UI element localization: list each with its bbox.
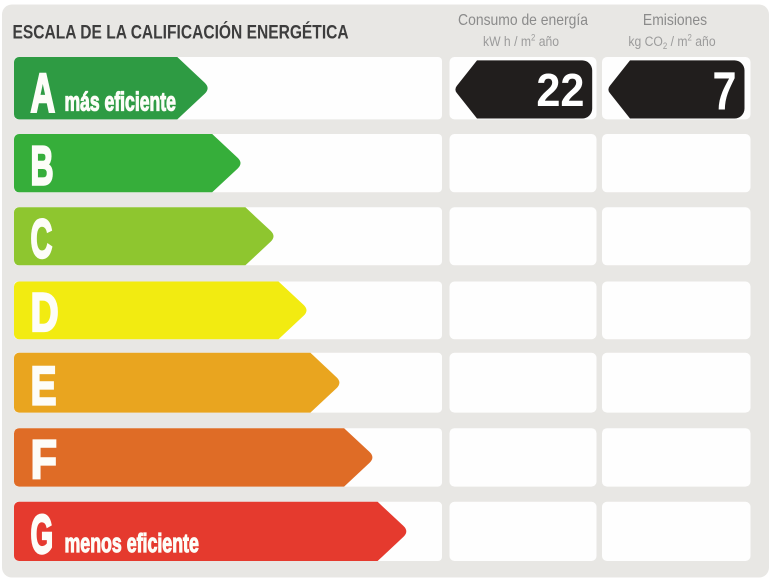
- svg-text:C: C: [31, 209, 53, 270]
- svg-text:menos eficiente: menos eficiente: [65, 529, 199, 558]
- svg-text:E: E: [31, 356, 57, 417]
- svg-text:A: A: [31, 62, 56, 123]
- svg-text:B: B: [31, 134, 54, 196]
- svg-text:G: G: [31, 504, 54, 565]
- svg-text:D: D: [31, 283, 59, 344]
- svg-text:ESCALA DE LA CALIFICACIÓN ENER: ESCALA DE LA CALIFICACIÓN ENERGÉTICA: [13, 21, 350, 43]
- svg-text:kW h / m2 año: kW h / m2 año: [483, 32, 559, 49]
- svg-text:22: 22: [536, 66, 584, 116]
- svg-text:F: F: [31, 429, 58, 491]
- svg-text:más eficiente: más eficiente: [65, 87, 176, 116]
- svg-text:Consumo de energía: Consumo de energía: [458, 11, 589, 29]
- svg-text:kg CO2 / m2 año: kg CO2 / m2 año: [628, 32, 715, 51]
- svg-text:7: 7: [712, 62, 736, 122]
- svg-text:Emisiones: Emisiones: [643, 11, 707, 29]
